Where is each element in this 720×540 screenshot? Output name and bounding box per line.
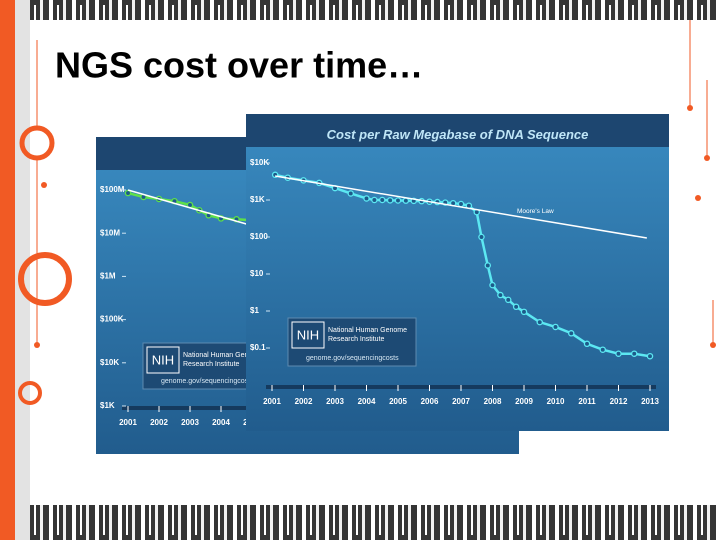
data-point (457, 200, 465, 208)
y-tick-label: $1K (100, 401, 115, 410)
logo-url: genome.gov/sequencingcosts (306, 355, 399, 362)
y-tick-label: $100 (250, 232, 268, 241)
y-tick-label: $10K (250, 158, 269, 167)
x-tick-label: 2012 (610, 397, 628, 406)
data-point (552, 323, 559, 331)
y-tick-label: $0.1 (250, 343, 266, 352)
x-tick-label: 2009 (515, 397, 533, 406)
series-label: Moore's Law (517, 208, 554, 215)
data-point (489, 281, 496, 289)
x-tick-label: 2010 (547, 397, 565, 406)
x-tick-label: 2002 (150, 418, 168, 427)
y-tick-label: $1K (250, 195, 265, 204)
decoration (18, 20, 714, 405)
series-line (275, 175, 647, 239)
data-point (512, 303, 520, 311)
chart-body: Cost per Raw Megabase of DNA Sequence $10… (246, 114, 669, 431)
side-bar (0, 0, 15, 540)
chart: Cost per Raw Megabase of DNA Sequence $10… (246, 114, 669, 431)
data-point (371, 196, 378, 204)
data-point (599, 346, 607, 353)
x-tick-label: 2006 (421, 397, 439, 406)
logo-mark: NIH (297, 327, 319, 342)
logo-box (287, 317, 417, 367)
bottom-border (30, 505, 720, 540)
y-tick-label: $1 (250, 306, 259, 315)
data-point (536, 318, 544, 326)
data-point (478, 233, 485, 241)
x-tick-label: 2011 (578, 397, 596, 406)
x-tick-label: 2003 (326, 397, 344, 406)
logo-name: Research Institute (183, 361, 240, 368)
chart-header (246, 114, 669, 147)
x-tick-label: 2004 (358, 397, 376, 406)
y-tick-label: $100M (100, 185, 125, 194)
data-point (378, 196, 386, 204)
x-tick-label: 2007 (452, 397, 470, 406)
data-point (484, 262, 492, 269)
chart-title: Cost per Raw Megabase of DNA Sequence (327, 127, 589, 142)
data-point (363, 195, 370, 202)
data-point (646, 352, 654, 360)
data-point (394, 197, 402, 204)
data-point (520, 308, 528, 316)
data-point (504, 296, 512, 304)
logo-name: National Human Genome (328, 327, 407, 334)
chart-frame (246, 114, 669, 431)
data-point (583, 340, 591, 348)
slide-title: NGS cost over time… (55, 45, 423, 86)
x-tick-label: 2003 (181, 418, 199, 427)
series-line (127, 189, 253, 227)
y-tick-label: $10M (100, 228, 120, 237)
y-tick-label: $10 (250, 269, 264, 278)
y-tick-label: $100K (100, 315, 124, 324)
logo-name: Research Institute (328, 336, 385, 343)
logo-mark: NIH (152, 352, 174, 367)
top-border (30, 0, 720, 20)
x-tick-label: 2001 (119, 418, 137, 427)
data-point (568, 330, 575, 337)
x-tick-label: 2005 (389, 397, 407, 406)
logo-url: genome.gov/sequencingcosts (161, 378, 254, 385)
x-tick-label: 2013 (641, 397, 659, 406)
data-point (347, 190, 354, 197)
y-tick-label: $10K (100, 358, 119, 367)
logo-mark-box (291, 321, 325, 349)
x-tick-label: 2002 (295, 397, 313, 406)
x-tick-label: 2004 (212, 418, 230, 427)
x-tick-label: 2001 (263, 397, 281, 406)
y-tick-label: $1M (100, 272, 116, 281)
logo-mark-box (146, 346, 180, 374)
data-point (615, 350, 622, 357)
x-tick-label: 2008 (484, 397, 502, 406)
logo-name: National Human Genome (183, 352, 262, 359)
decoration-dots (34, 105, 716, 348)
data-point (631, 350, 638, 357)
data-point (497, 291, 504, 299)
data-point (386, 197, 394, 204)
